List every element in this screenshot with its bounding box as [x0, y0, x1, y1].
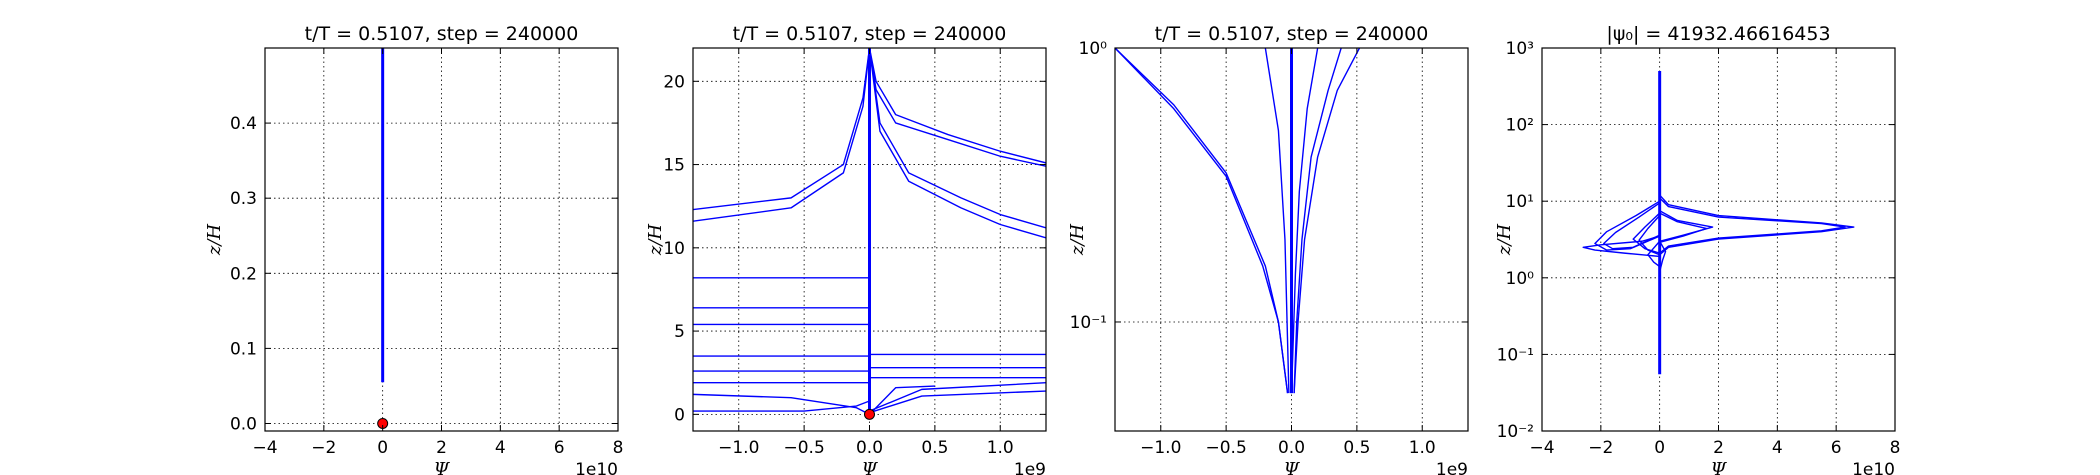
series-group	[1115, 48, 1361, 394]
series-line-7	[1603, 202, 1661, 250]
series-line-20	[693, 400, 870, 412]
x-tick-label: 8	[1890, 438, 1901, 458]
point-marker	[864, 408, 875, 420]
y-tick-label: 0	[674, 405, 685, 425]
x-scale-offset-label: 1e10	[1852, 460, 1895, 475]
y-tick-label: 20	[663, 72, 685, 92]
x-axis-label: Ψ	[862, 459, 879, 475]
x-tick-label: −1.0	[1140, 438, 1181, 458]
x-tick-label: −2	[311, 438, 336, 458]
x-tick-label: 0	[377, 438, 388, 458]
y-tick-label: 10⁻²	[1497, 422, 1534, 442]
x-tick-label: 6	[1831, 438, 1842, 458]
subplot-1: −4 −2 0 2 4 6 8 0.0 0.1 0.2 0.3 0.4 t/T = 0.5107, st…	[204, 23, 623, 475]
y-axis-label: z/H	[204, 224, 225, 257]
series-line-2	[1115, 48, 1289, 394]
x-tick-label: 0	[1654, 438, 1665, 458]
x-tick-label: −2	[1588, 438, 1613, 458]
y-tick-label: 10²	[1506, 116, 1534, 136]
series-line-5	[1659, 212, 1708, 244]
subplot-3: −1.0 −0.5 0.0 0.5 1.0 10⁻¹ 10⁰ t/T = 0.5107, st…	[1067, 23, 1469, 475]
x-tick-label: −4	[252, 438, 277, 458]
chart-title: t/T = 0.5107, step = 240000	[1155, 23, 1429, 45]
x-axis-label: Ψ	[1711, 459, 1728, 475]
y-axis-label: z/H	[1494, 224, 1515, 257]
x-tick-label: −4	[1529, 438, 1554, 458]
x-tick-label: 2	[1713, 438, 1724, 458]
y-axis-label: z/H	[1067, 224, 1088, 257]
x-tick-label: 2	[436, 438, 447, 458]
series-line-17	[869, 390, 1046, 414]
subplot-2: −1.0 −0.5 0.0 0.5 1.0 0 5 10 15 20 t/T = 0.5107, s…	[645, 23, 1047, 475]
x-tick-label: 1.0	[987, 438, 1014, 458]
series-line-3	[1293, 48, 1361, 394]
chart-title: |ψ₀| = 41932.46616453	[1606, 23, 1830, 45]
chart-title: t/T = 0.5107, step = 240000	[733, 23, 1007, 45]
series-line-4	[1293, 48, 1342, 394]
x-tick-label: 0.5	[921, 438, 948, 458]
x-tick-label: −0.5	[1205, 438, 1246, 458]
x-axis-label: Ψ	[434, 459, 451, 475]
series-line-6	[1594, 200, 1661, 251]
x-tick-label: 0.0	[1278, 438, 1305, 458]
series-group	[1582, 71, 1855, 375]
series-line-9	[1638, 215, 1661, 256]
y-tick-label: 0.0	[230, 414, 257, 434]
y-tick-label: 0.3	[230, 189, 257, 209]
y-tick-label: 10⁰	[1506, 269, 1535, 289]
x-tick-label: −0.5	[783, 438, 824, 458]
series-line-2	[1659, 194, 1855, 256]
x-axis-label: Ψ	[1284, 459, 1301, 475]
x-tick-label: 0.0	[856, 438, 883, 458]
y-tick-label: 0.4	[230, 114, 257, 134]
y-tick-label: 0.1	[230, 339, 257, 359]
series-line-6	[868, 48, 1046, 239]
x-tick-label: −1.0	[718, 438, 759, 458]
chart-title: t/T = 0.5107, step = 240000	[305, 23, 579, 45]
series-line-10	[1647, 240, 1661, 268]
series-line-12	[1658, 240, 1667, 272]
x-scale-offset-label: 1e9	[1014, 460, 1046, 475]
series-line-3	[868, 48, 1046, 164]
y-tick-label: 10³	[1506, 39, 1534, 59]
x-tick-label: 4	[495, 438, 506, 458]
series-line-4	[1659, 210, 1714, 242]
y-tick-label: 15	[663, 156, 685, 176]
x-scale-offset-label: 1e9	[1436, 460, 1468, 475]
y-axis-label: z/H	[645, 224, 666, 257]
y-tick-label: 10	[663, 239, 685, 259]
series-line-19	[693, 393, 870, 415]
series-line-5	[1290, 48, 1319, 394]
series-line-18	[869, 385, 935, 415]
y-tick-label: 10⁰	[1079, 39, 1108, 59]
series-line-3	[1659, 197, 1846, 254]
x-tick-label: 8	[613, 438, 624, 458]
series-line-11	[1582, 235, 1660, 258]
x-tick-label: 0.5	[1343, 438, 1370, 458]
series-group	[693, 48, 1046, 415]
y-tick-label: 0.2	[230, 264, 257, 284]
series-line-16	[869, 382, 1046, 412]
y-tick-label: 5	[674, 322, 685, 342]
series-line-6	[1264, 48, 1290, 394]
plot-area	[265, 48, 618, 431]
y-tick-label: 10⁻¹	[1497, 345, 1534, 365]
y-tick-label: 10⁻¹	[1070, 313, 1107, 333]
series-line-2	[693, 48, 871, 222]
series-line-5	[868, 48, 1046, 229]
subplot-4: −4 −2 0 2 4 6 8 10⁻² 10⁻¹ 10⁰ 10¹ 10² 10³ |ψ₀| = 4193…	[1494, 23, 1900, 475]
y-tick-label: 10¹	[1506, 192, 1534, 212]
x-scale-offset-label: 1e10	[575, 460, 618, 475]
x-tick-label: 6	[554, 438, 565, 458]
x-tick-label: 4	[1772, 438, 1783, 458]
x-tick-label: 1.0	[1409, 438, 1436, 458]
